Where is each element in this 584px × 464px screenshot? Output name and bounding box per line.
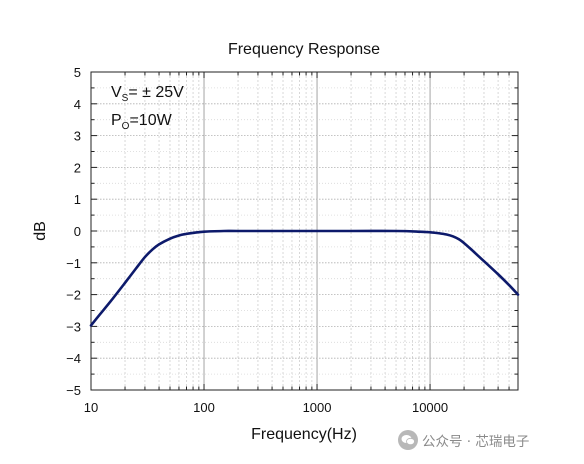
y-tick-label: 1 [74, 192, 81, 207]
y-tick-label: −3 [66, 319, 81, 334]
annotation-text: PO=10W [111, 112, 173, 132]
plot-frame [90, 71, 519, 391]
y-tick-label: 2 [74, 160, 81, 175]
x-tick-labels: 10 100 1000 10000 [84, 400, 448, 415]
x-tick-label: 10 [84, 400, 98, 415]
y-tick-label: −4 [66, 351, 81, 366]
y-tick-labels: −5 −4 −3 −2 −1 0 1 2 3 4 5 [66, 65, 81, 398]
y-tick-label: −5 [66, 383, 81, 398]
x-axis-label: Frequency(Hz) [251, 426, 357, 443]
y-tick-label: 4 [74, 97, 81, 112]
y-tick-label: −2 [66, 288, 81, 303]
wechat-icon [398, 430, 418, 450]
x-tick-label: 100 [193, 400, 215, 415]
annotation-text: VS= ± 25V [111, 84, 184, 104]
y-axis-label: dB [32, 221, 49, 241]
annotations: VS= ± 25V PO=10W [111, 84, 184, 132]
y-tick-label: 3 [74, 129, 81, 144]
x-tick-label: 1000 [303, 400, 332, 415]
y-tick-label: −1 [66, 256, 81, 271]
x-tick-label: 10000 [412, 400, 448, 415]
series-group [89, 229, 520, 327]
grid [91, 72, 518, 390]
y-tick-label: 5 [74, 65, 81, 80]
watermark-text: 公众号 · 芯瑞电子 [422, 434, 530, 450]
watermark: 公众号 · 芯瑞电子 [398, 428, 529, 452]
y-tick-label: 0 [74, 224, 81, 239]
response-curve [89, 229, 520, 327]
chart-title: Frequency Response [228, 41, 380, 58]
